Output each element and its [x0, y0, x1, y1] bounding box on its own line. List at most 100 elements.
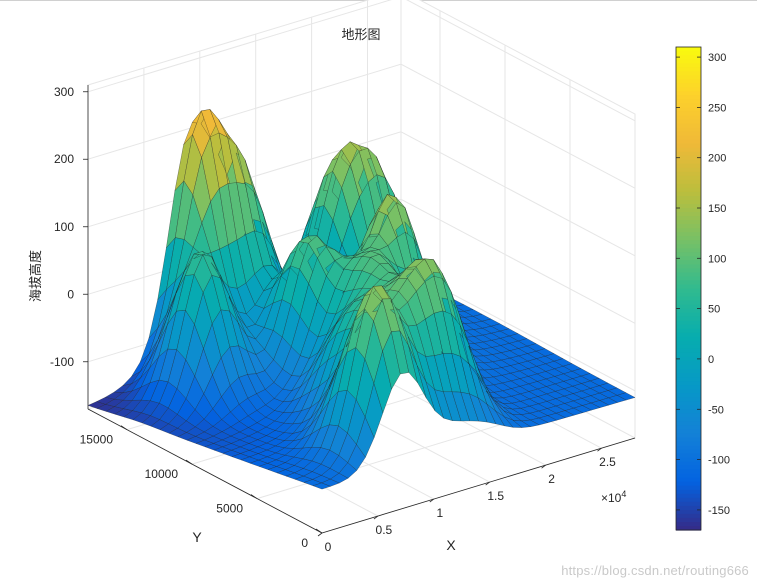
x-tick-mark: [541, 464, 546, 469]
colorbar-segment: [676, 304, 701, 310]
colorbar-tick-label: 0: [708, 354, 714, 366]
colorbar-tick-label: 250: [708, 102, 726, 114]
z-axis-label: 海拔高度: [28, 250, 44, 302]
colorbar-segment: [676, 497, 701, 503]
colorbar-segment: [676, 248, 701, 253]
colorbar-segment: [676, 236, 701, 241]
colorbar-segment: [676, 360, 701, 366]
colorbar-segment: [676, 385, 701, 390]
x-tick-mark: [597, 447, 602, 452]
colorbar-segment: [676, 296, 701, 302]
colorbar-segment: [676, 252, 701, 257]
colorbar-segment: [676, 224, 701, 229]
colorbar-segment: [676, 179, 701, 185]
y-tick-label: 10000: [145, 467, 179, 481]
colorbar-segment: [676, 103, 701, 108]
colorbar-segment: [676, 107, 701, 112]
z-tick-label: 200: [54, 152, 74, 166]
colorbar-segment: [676, 417, 701, 422]
watermark-text: https://blog.csdn.net/routing666: [561, 563, 749, 578]
colorbar-segment: [676, 453, 701, 459]
colorbar-segment: [676, 501, 701, 507]
z-tick-label: -100: [50, 355, 74, 369]
x-axis-label: X: [446, 537, 456, 553]
colorbar-segment: [676, 328, 701, 334]
colorbar: -150 -100 -50 0 50 100 150 200 250 300: [675, 46, 730, 531]
colorbar-segment: [676, 175, 701, 181]
colorbar-segment: [676, 377, 701, 382]
colorbar-segment: [676, 151, 701, 157]
z-tick-label: 300: [54, 85, 74, 99]
y-tick-mark: [250, 494, 258, 499]
colorbar-segment: [676, 75, 701, 80]
x-tick-label: 0.5: [376, 523, 393, 537]
x-tick-mark: [317, 532, 323, 537]
chart-title: 地形图: [341, 28, 380, 43]
colorbar-segment: [676, 393, 701, 398]
x-axis-line: [321, 437, 636, 534]
colorbar-segment: [676, 473, 701, 479]
colorbar-segment: [676, 191, 701, 197]
terrain-surface: [87, 109, 636, 490]
colorbar-segment: [676, 99, 701, 104]
colorbar-segment: [676, 216, 701, 221]
colorbar-segment: [676, 127, 701, 133]
colorbar-segment: [676, 280, 701, 285]
colorbar-segment: [676, 356, 701, 362]
colorbar-segment: [676, 131, 701, 137]
colorbar-segment: [676, 397, 701, 402]
colorbar-segment: [676, 344, 701, 350]
colorbar-tick-label: -100: [708, 455, 730, 467]
colorbar-segment: [676, 437, 701, 442]
y-tick-mark: [185, 459, 193, 465]
colorbar-segment: [676, 256, 701, 261]
colorbar-segment: [676, 123, 701, 129]
colorbar-segment: [676, 316, 701, 322]
colorbar-segment: [676, 332, 701, 338]
y-tick-label: 0: [301, 536, 308, 550]
colorbar-segment: [676, 244, 701, 249]
colorbar-segment: [676, 284, 701, 290]
z-tick-label: 100: [54, 220, 74, 234]
colorbar-segment: [676, 445, 701, 451]
x-tick-label: 2: [548, 472, 555, 486]
colorbar-segment: [676, 199, 701, 205]
colorbar-segment: [676, 59, 701, 64]
colorbar-segment: [676, 183, 701, 189]
colorbar-segment: [676, 55, 701, 60]
colorbar-segment: [676, 413, 701, 418]
colorbar-segment: [676, 433, 701, 438]
colorbar-segment: [676, 320, 701, 326]
colorbar-segment: [676, 509, 701, 515]
colorbar-segment: [676, 71, 701, 76]
colorbar-segment: [676, 461, 701, 467]
colorbar-segment: [676, 352, 701, 358]
axes-ticks-and-labels: 0 0.5 1 1.5 2 2.5 0 5000 10000 15000 -100 0 100 200 30…: [50, 85, 636, 554]
colorbar-segment: [676, 119, 701, 125]
colorbar-segment: [676, 159, 701, 165]
colorbar-segment: [676, 457, 701, 463]
colorbar-segment: [676, 240, 701, 245]
grid-line-z: [87, 0, 636, 122]
colorbar-tick-label: 300: [708, 52, 726, 64]
colorbar-segment: [676, 276, 701, 281]
colorbar-segment: [676, 208, 701, 213]
x-tick-mark: [373, 515, 379, 520]
colorbar-tick-label: 50: [708, 304, 720, 316]
colorbar-segment: [676, 469, 701, 475]
colorbar-segment: [676, 449, 701, 455]
colorbar-segment: [676, 485, 701, 491]
colorbar-segment: [676, 505, 701, 511]
colorbar-segment: [676, 47, 701, 52]
colorbar-segment: [676, 526, 701, 531]
colorbar-segment: [676, 340, 701, 346]
colorbar-segment: [676, 91, 701, 96]
x-axis-exponent: ×104: [601, 489, 626, 505]
colorbar-segment: [676, 324, 701, 330]
colorbar-segment: [676, 421, 701, 426]
colorbar-segment: [676, 79, 701, 84]
x-axis-exponent-power: 4: [621, 489, 626, 499]
colorbar-segment: [676, 163, 701, 169]
colorbar-segment: [676, 348, 701, 354]
